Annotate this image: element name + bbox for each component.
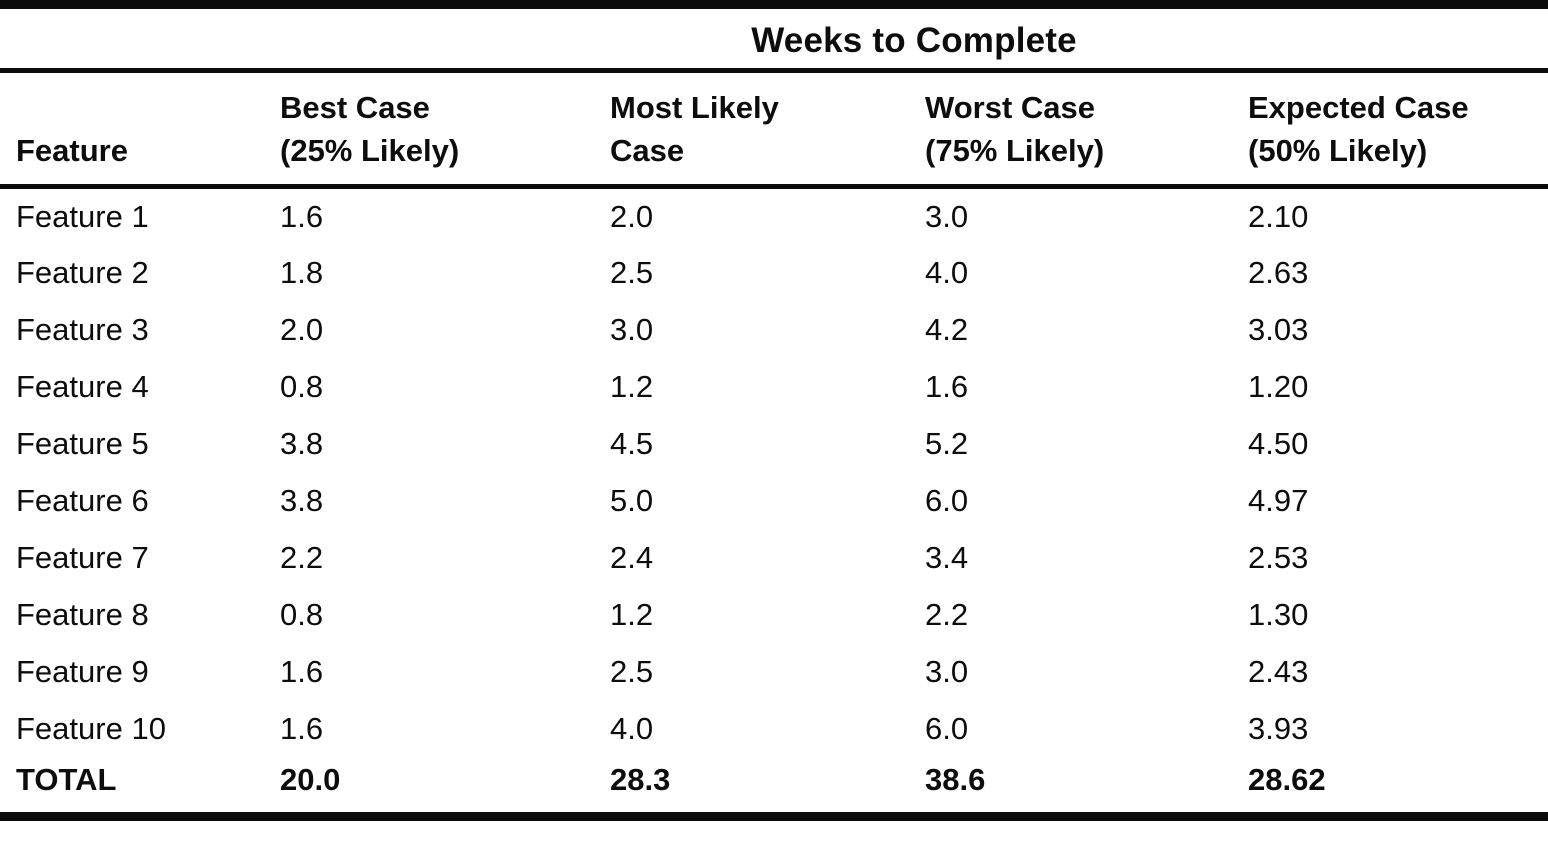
cell-expected-case: 2.43 <box>1248 654 1309 690</box>
cell-worst-case: 3.0 <box>925 654 969 690</box>
cell-most-likely: 2.5 <box>610 255 654 291</box>
table-row: Feature 4 0.8 1.2 1.6 1.20 <box>0 357 1548 414</box>
cell-best-case: 1.6 <box>280 711 324 747</box>
cell-feature-label: Feature 8 <box>16 597 149 633</box>
cell-best-case: 2.2 <box>280 540 324 576</box>
cell-worst-case: 4.2 <box>925 312 969 348</box>
cell-most-likely: 1.2 <box>610 597 654 633</box>
cell-feature-label: Feature 5 <box>16 426 149 462</box>
cell-most-likely: 3.0 <box>610 312 654 348</box>
cell-feature-label: Feature 10 <box>16 711 166 747</box>
cell-best-case: 2.0 <box>280 312 324 348</box>
cell-most-likely: 2.0 <box>610 199 654 235</box>
cell-feature-label: Feature 2 <box>16 255 149 291</box>
cell-most-likely: 5.0 <box>610 483 654 519</box>
span-header-spacer <box>0 4 280 73</box>
column-header-most-likely-case: Most Likely Case <box>610 70 925 189</box>
total-row: TOTAL 20.0 28.3 38.6 28.62 <box>0 756 1548 821</box>
cell-expected-case: 2.10 <box>1248 199 1309 235</box>
cell-best-case: 1.8 <box>280 255 324 291</box>
cell-best-case: 3.8 <box>280 426 324 462</box>
cell-expected-case: 2.63 <box>1248 255 1309 291</box>
table-title: Weeks to Complete <box>751 20 1077 60</box>
cell-expected-case: 1.30 <box>1248 597 1309 633</box>
cell-expected-case: 3.03 <box>1248 312 1309 348</box>
cell-best-case: 0.8 <box>280 597 324 633</box>
table-row: Feature 6 3.8 5.0 6.0 4.97 <box>0 471 1548 528</box>
cell-most-likely: 2.5 <box>610 654 654 690</box>
cell-worst-case: 5.2 <box>925 426 969 462</box>
total-expected-case: 28.62 <box>1248 756 1548 821</box>
cell-worst-case: 6.0 <box>925 711 969 747</box>
table-row: Feature 7 2.2 2.4 3.4 2.53 <box>0 528 1548 585</box>
table-row: Feature 5 3.8 4.5 5.2 4.50 <box>0 414 1548 471</box>
table-row: Feature 8 0.8 1.2 2.2 1.30 <box>0 585 1548 642</box>
column-header-best-case: Best Case (25% Likely) <box>280 70 610 189</box>
table-row: Feature 2 1.8 2.5 4.0 2.63 <box>0 243 1548 300</box>
cell-expected-case: 1.20 <box>1248 369 1309 405</box>
total-worst-case: 38.6 <box>925 756 1248 821</box>
cell-feature-label: Feature 4 <box>16 369 149 405</box>
total-best-case: 20.0 <box>280 756 610 821</box>
cell-most-likely: 2.4 <box>610 540 654 576</box>
cell-expected-case: 3.93 <box>1248 711 1309 747</box>
cell-expected-case: 4.50 <box>1248 426 1309 462</box>
cell-feature-label: Feature 3 <box>16 312 149 348</box>
column-header-worst-case: Worst Case (75% Likely) <box>925 70 1248 189</box>
estimation-table: Weeks to Complete Feature Best Case (25%… <box>0 0 1548 821</box>
cell-expected-case: 4.97 <box>1248 483 1309 519</box>
cell-most-likely: 4.0 <box>610 711 654 747</box>
cell-best-case: 1.6 <box>280 199 324 235</box>
cell-feature-label: Feature 9 <box>16 654 149 690</box>
column-header-expected-case: Expected Case (50% Likely) <box>1248 70 1548 189</box>
total-label: TOTAL <box>0 756 280 821</box>
cell-feature-label: Feature 7 <box>16 540 149 576</box>
cell-worst-case: 6.0 <box>925 483 969 519</box>
cell-worst-case: 1.6 <box>925 369 969 405</box>
table-row: Feature 10 1.6 4.0 6.0 3.93 <box>0 699 1548 756</box>
cell-best-case: 1.6 <box>280 654 324 690</box>
column-header-row: Feature Best Case (25% Likely) Most Like… <box>0 70 1548 189</box>
cell-worst-case: 3.4 <box>925 540 969 576</box>
total-most-likely: 28.3 <box>610 756 925 821</box>
span-header-cell: Weeks to Complete <box>280 4 1548 73</box>
table-row: Feature 1 1.6 2.0 3.0 2.10 <box>0 186 1548 243</box>
cell-worst-case: 4.0 <box>925 255 969 291</box>
span-header-row: Weeks to Complete <box>0 4 1548 73</box>
cell-most-likely: 4.5 <box>610 426 654 462</box>
cell-best-case: 3.8 <box>280 483 324 519</box>
table-row: Feature 3 2.0 3.0 4.2 3.03 <box>0 300 1548 357</box>
cell-worst-case: 2.2 <box>925 597 969 633</box>
cell-worst-case: 3.0 <box>925 199 969 235</box>
table-row: Feature 9 1.6 2.5 3.0 2.43 <box>0 642 1548 699</box>
cell-feature-label: Feature 6 <box>16 483 149 519</box>
column-header-feature: Feature <box>0 70 280 189</box>
cell-most-likely: 1.2 <box>610 369 654 405</box>
cell-best-case: 0.8 <box>280 369 324 405</box>
cell-expected-case: 2.53 <box>1248 540 1309 576</box>
cell-feature-label: Feature 1 <box>16 199 149 235</box>
